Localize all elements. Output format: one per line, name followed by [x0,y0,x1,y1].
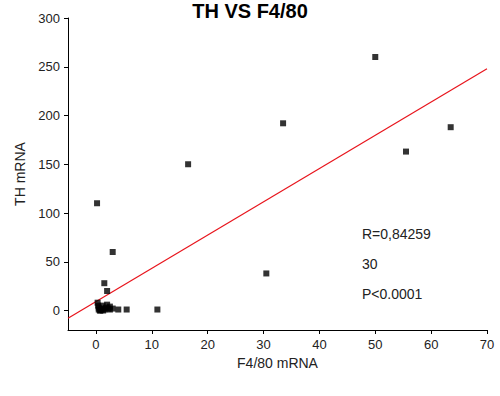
svg-text:30: 30 [362,256,378,272]
svg-text:200: 200 [38,108,60,123]
svg-text:R=0,84259: R=0,84259 [362,226,431,242]
svg-text:60: 60 [424,337,438,352]
svg-text:0: 0 [92,337,99,352]
svg-text:50: 50 [46,254,60,269]
svg-text:0: 0 [53,303,60,318]
svg-text:F4/80 mRNA: F4/80 mRNA [237,355,319,371]
svg-text:TH VS F4/80: TH VS F4/80 [192,0,308,22]
svg-text:10: 10 [145,337,159,352]
svg-text:40: 40 [312,337,326,352]
svg-text:20: 20 [200,337,214,352]
svg-text:300: 300 [38,11,60,26]
svg-text:150: 150 [38,157,60,172]
svg-text:100: 100 [38,206,60,221]
svg-text:250: 250 [38,59,60,74]
svg-text:50: 50 [368,337,382,352]
svg-text:P<0.0001: P<0.0001 [362,286,423,302]
svg-text:30: 30 [256,337,270,352]
svg-text:TH mRNA: TH mRNA [12,141,28,205]
svg-text:70: 70 [480,337,494,352]
